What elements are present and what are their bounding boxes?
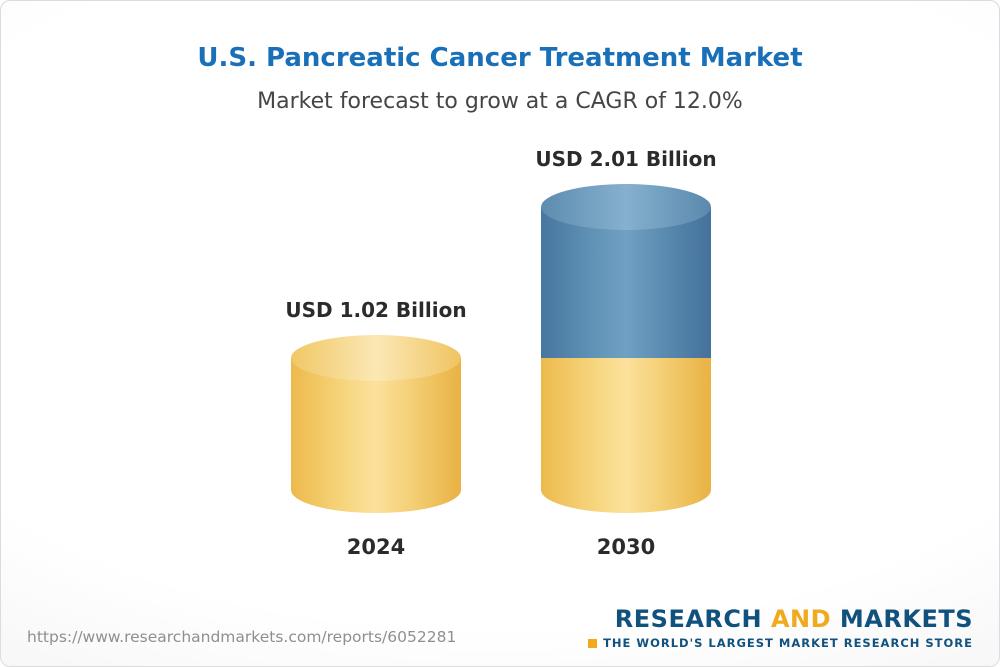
logo-wordmark: RESEARCH AND MARKETS <box>588 605 973 633</box>
chart-subtitle: Market forecast to grow at a CAGR of 12.… <box>257 89 743 114</box>
researchandmarkets-logo: RESEARCH AND MARKETS THE WORLD'S LARGEST… <box>588 605 973 650</box>
cylinder-segment-2030-yellow <box>541 357 711 513</box>
logo-research: RESEARCH <box>614 605 771 633</box>
cylinder-segment-2024-yellow <box>291 357 461 513</box>
bar-value-label-2024: USD 1.02 Billion <box>285 297 467 322</box>
logo-and: AND <box>770 605 832 633</box>
bar-2030: USD 2.01 Billion 2030 <box>535 1 716 666</box>
cylinder-segment-2030-blue <box>541 207 711 358</box>
axis-label-2030: 2030 <box>596 535 656 559</box>
tagline-square-icon <box>588 638 598 648</box>
logo-markets: MARKETS <box>831 605 973 633</box>
bar-value-label-2030: USD 2.01 Billion <box>535 147 717 172</box>
logo-tagline: THE WORLD'S LARGEST MARKET RESEARCH STOR… <box>588 636 973 650</box>
cylinder-top-2024 <box>291 334 461 381</box>
axis-label-2024: 2024 <box>346 535 406 559</box>
chart-title: U.S. Pancreatic Cancer Treatment Market <box>197 43 803 73</box>
bar-2024: USD 1.02 Billion 2024 <box>285 1 466 666</box>
report-url: https://www.researchandmarkets.com/repor… <box>27 628 457 646</box>
cylinder-top-2030 <box>541 184 711 231</box>
tagline-text: THE WORLD'S LARGEST MARKET RESEARCH STOR… <box>603 636 973 650</box>
